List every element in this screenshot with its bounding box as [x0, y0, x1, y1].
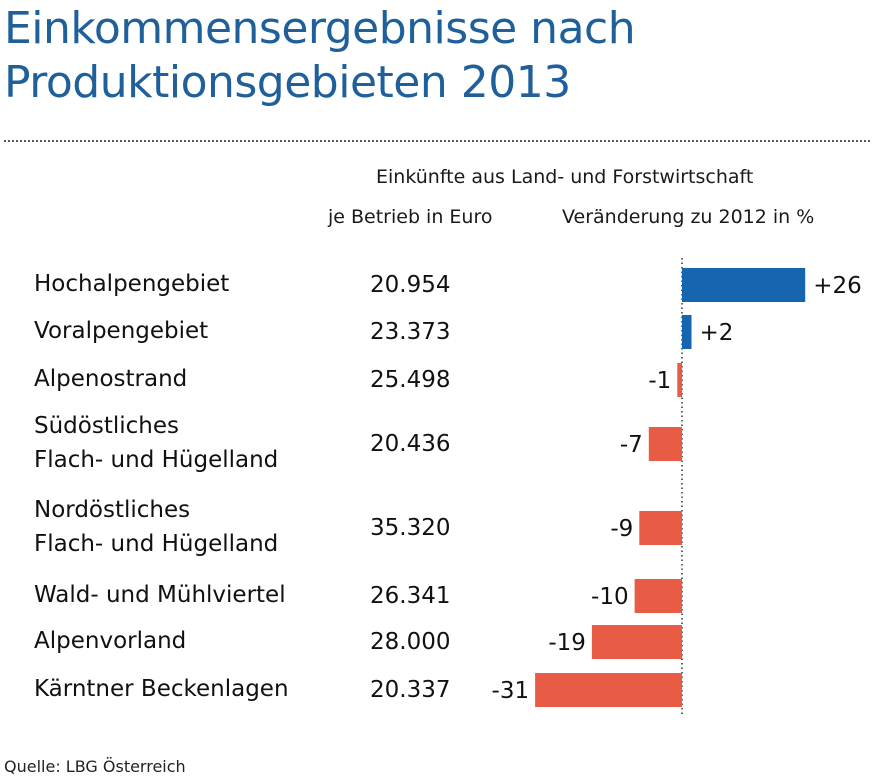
category-label-line: Hochalpengebiet — [34, 271, 230, 297]
category-label-line: Südöstliches — [34, 413, 179, 439]
value-per-farm: 35.320 — [370, 515, 451, 541]
category-label: Südöstliches Flach- und Hügelland — [34, 409, 278, 477]
source-note: Quelle: LBG Österreich — [4, 757, 186, 776]
category-label: Voralpengebiet — [34, 314, 208, 348]
change-bar — [639, 511, 682, 545]
change-label: -7 — [620, 432, 643, 458]
header-change-column: Veränderung zu 2012 in % — [562, 206, 815, 228]
change-label: -10 — [591, 584, 629, 610]
category-label: Hochalpengebiet — [34, 267, 229, 301]
change-bar — [682, 315, 692, 349]
value-per-farm: 26.341 — [370, 583, 451, 609]
value-per-farm: 20.337 — [370, 677, 451, 703]
value-per-farm: 25.498 — [370, 367, 451, 393]
category-label-line: Alpenvorland — [34, 628, 187, 654]
change-bar — [591, 625, 682, 659]
category-label: Alpenostrand — [34, 362, 187, 396]
chart-title-line-1: Einkommensergebnisse nach — [4, 3, 636, 54]
change-label: -31 — [492, 678, 530, 704]
change-bar — [535, 673, 682, 707]
category-label-line: Flach- und Hügelland — [34, 531, 279, 557]
category-label-line: Wald- und Mühlviertel — [34, 582, 286, 608]
value-per-farm: 28.000 — [370, 629, 451, 655]
change-label: -9 — [610, 516, 633, 542]
change-label: -1 — [648, 368, 671, 394]
dotted-divider — [4, 140, 870, 142]
change-bar — [634, 579, 682, 613]
chart-title: Einkommensergebnisse nach Produktionsgeb… — [4, 2, 864, 110]
category-label-line: Voralpengebiet — [34, 318, 209, 344]
change-label: +2 — [700, 320, 734, 346]
value-per-farm: 23.373 — [370, 319, 451, 345]
category-label: Nordöstliches Flach- und Hügelland — [34, 493, 278, 561]
category-label-line: Kärntner Beckenlagen — [34, 676, 289, 702]
header-main: Einkünfte aus Land- und Forstwirtschaft — [376, 166, 754, 188]
category-label-line: Nordöstliches — [34, 497, 191, 523]
change-bar — [677, 363, 682, 397]
change-label: -19 — [548, 630, 586, 656]
change-label: +26 — [813, 273, 862, 299]
header-value-column: je Betrieb in Euro — [328, 206, 493, 228]
value-per-farm: 20.436 — [370, 431, 451, 457]
change-bar — [682, 268, 806, 302]
change-bar — [648, 427, 682, 461]
value-per-farm: 20.954 — [370, 272, 451, 298]
category-label: Wald- und Mühlviertel — [34, 578, 286, 612]
category-label-line: Alpenostrand — [34, 366, 188, 392]
category-label-line: Flach- und Hügelland — [34, 447, 279, 473]
category-label: Alpenvorland — [34, 624, 186, 658]
category-label: Kärntner Beckenlagen — [34, 672, 289, 706]
chart-title-line-2: Produktionsgebieten 2013 — [4, 57, 571, 108]
